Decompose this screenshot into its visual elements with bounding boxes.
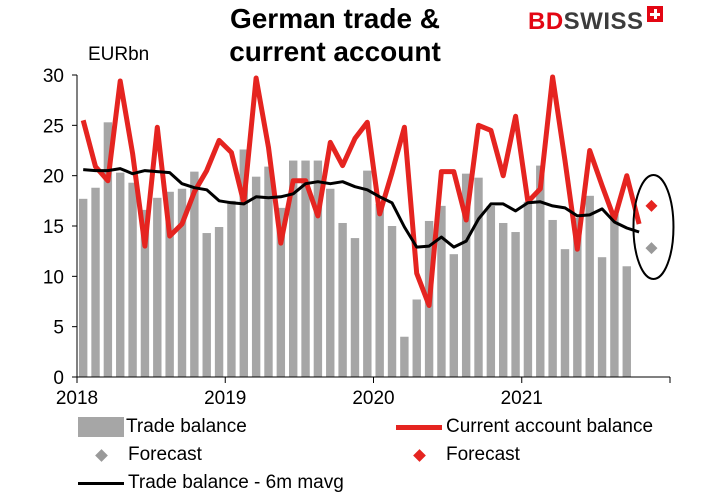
bar-trade-balance — [585, 195, 594, 377]
bar-trade-balance — [622, 266, 631, 377]
bar-trade-balance — [103, 122, 113, 378]
bar-trade-balance — [153, 197, 162, 377]
bar-trade-balance — [227, 200, 236, 377]
forecast-trade-marker — [645, 242, 658, 255]
bar-trade-balance — [140, 209, 150, 377]
bar-trade-balance — [239, 149, 248, 377]
bar-trade-balance — [461, 173, 471, 377]
logo-part-swiss: SWISS — [563, 8, 644, 35]
forecast-ca-marker — [645, 199, 658, 212]
bar-trade-balance — [264, 166, 273, 377]
bar-trade-balance — [301, 160, 310, 377]
bar-trade-balance — [190, 171, 199, 377]
bar-trade-balance — [177, 188, 187, 377]
bar-trade-balance — [499, 222, 508, 377]
y-tick-label: 0 — [53, 368, 64, 389]
bar-trade-balance — [560, 249, 570, 377]
y-tick-label: 20 — [43, 167, 64, 188]
current-account-line — [80, 74, 642, 308]
bar-trade-balance — [387, 226, 397, 377]
y-tick-label: 10 — [43, 267, 64, 288]
bar-trade-balance — [536, 165, 545, 377]
bar-trade-balance — [350, 238, 360, 377]
bar-trade-balance — [449, 254, 459, 377]
forecast-markers — [632, 174, 675, 281]
y-tick-label: 15 — [43, 217, 64, 238]
bar-trade-balance — [548, 219, 557, 377]
brand-logo: BD SWISS — [528, 6, 663, 36]
bar-trade-balance — [165, 191, 174, 377]
bar-trade-balance — [326, 188, 335, 377]
bar-trade-balance — [474, 177, 483, 377]
y-tick-label: 5 — [53, 318, 64, 339]
bar-trade-balance — [597, 257, 607, 377]
bar-trade-balance — [214, 227, 224, 377]
bar-trade-balance — [251, 176, 261, 377]
y-unit-label: EURbn — [88, 44, 150, 65]
chart-title: German trade & current account — [229, 3, 441, 67]
forecast-highlight-ellipse — [632, 174, 675, 281]
bar-trade-balance — [91, 187, 100, 377]
bar-trade-balance — [363, 170, 372, 377]
x-tick-label: 2021 — [501, 388, 543, 409]
x-tick-label: 2020 — [352, 388, 394, 409]
bar-trade-balance — [338, 222, 347, 377]
bar-trade-balance — [486, 205, 496, 377]
logo-part-bd: BD — [528, 8, 564, 35]
bar-trade-balance — [128, 182, 137, 377]
x-tick-label: 2019 — [204, 388, 246, 409]
bar-trade-balance — [78, 198, 88, 377]
bar-trade-balance — [313, 160, 323, 377]
bar-trade-balance — [573, 217, 582, 377]
chart-lines — [80, 74, 642, 308]
trade-balance-bars — [78, 122, 631, 378]
bar-trade-balance — [400, 336, 409, 377]
x-tick-label: 2018 — [56, 388, 98, 409]
bar-trade-balance — [523, 201, 533, 377]
bar-trade-balance — [610, 213, 619, 377]
swiss-cross-icon — [646, 6, 663, 22]
trade-balance-mavg-line — [83, 167, 640, 249]
y-tick-label: 25 — [43, 116, 64, 137]
bar-trade-balance — [116, 172, 125, 377]
y-tick-label: 30 — [43, 66, 64, 87]
bar-trade-balance — [202, 233, 211, 377]
bar-trade-balance — [375, 203, 384, 377]
bar-trade-balance — [511, 232, 520, 377]
bar-trade-balance — [276, 207, 286, 377]
bar-trade-balance — [412, 299, 421, 377]
chart-axes: 0 5 10 15 20 25 30 2018 2019 2020 2021 — [43, 66, 671, 409]
bar-trade-balance — [288, 160, 298, 377]
bar-trade-balance — [437, 205, 446, 377]
